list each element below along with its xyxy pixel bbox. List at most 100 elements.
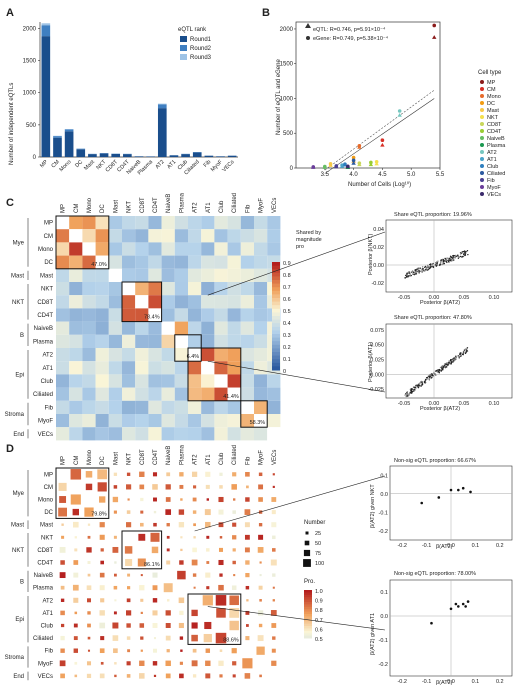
a-xtick-label: Mono [59,159,73,173]
c-legend-gradient [272,298,280,303]
c3-point [421,384,423,386]
c3-point [463,349,466,351]
c-cell-club-fib [240,374,254,388]
a-legend-swatch-round2 [180,45,187,51]
b-point-egene-mast [328,162,333,166]
c-legend-gradient [272,276,280,281]
c3-point [408,393,410,396]
d-dot-naiveb-at2 [192,573,197,577]
c-cell-fib-ciliated [227,400,241,414]
d-dot-mp-cd4t [152,472,158,477]
c-legend-tick: 0.2 [283,345,291,351]
d-dot-naiveb-nkt [127,573,131,577]
d3-ytick-label: -0.1 [379,638,388,644]
a-bar-round3-at2 [157,103,167,105]
d-dot-at1-myof [257,610,264,616]
d-dot-dc-vecs [271,510,276,515]
c-cell-mast-mast [108,268,122,282]
c-group-label: Epi [15,372,24,378]
c-cell-ciliated-naiveb [161,387,175,401]
c3-point [439,366,442,369]
a-bar-round1-fib [204,155,214,157]
c-cell-at1-at2 [188,361,202,375]
c-col-label: Plasma [179,192,185,213]
c-cell-club-mono [82,374,96,388]
c-legend-gradient [272,265,280,270]
c-cell-cd4t-myof [254,308,268,322]
c3-point [427,375,430,378]
d-dot-myof-fib [242,658,253,669]
d3-xtick-label: 0.1 [472,679,480,685]
c-cell-at1-at1 [201,361,215,375]
c-row-label: CD4T [37,313,53,319]
c-cell-mp-vecs [267,216,281,230]
panel-label-b: B [262,7,270,19]
d-box-label: 86.1% [144,562,160,568]
d-dot-vecs-club [219,674,223,678]
b-ytick-label: 1000 [280,96,294,102]
a-ytick-label: 0 [33,155,37,161]
d-dot-myof-at1 [205,660,211,666]
c-legend-gradient [272,323,280,328]
c3-point [466,350,469,352]
c-cell-club-ciliated [227,374,241,388]
c3-point [457,355,460,358]
b-legend-label: Fib [487,178,495,184]
d-size-legend-label: 75 [315,551,321,557]
c2-point [457,256,460,258]
b-point-egene-at2 [397,109,402,113]
d-dot-vecs-cm [74,674,78,678]
b-xtick-label: 4.5 [378,172,387,178]
c-cell-mp-mp [56,216,70,230]
d-dot-ciliated-naiveb [165,635,171,641]
c-col-label: CM [74,204,80,213]
c3-point [441,368,444,370]
d-dot-cm-nkt [126,484,132,490]
c2-point [460,251,463,253]
c2-point [439,262,442,265]
c2-point [434,264,436,266]
c-cell-nkt-nkt [122,282,136,296]
c2-ytick-label: 0.00 [373,263,384,269]
c-row-label: NKT [41,287,53,293]
c-cell-ciliated-mp [56,387,70,401]
b-legend-label: NaiveB [487,136,505,142]
c2-point [408,275,411,277]
c-group-label: NKT [12,300,24,306]
d-dot-plasma-at2 [193,586,196,589]
b-legend-title: Cell type [478,70,502,76]
c2-point [435,262,437,264]
a-legend-label: Round3 [190,55,212,61]
d-dot-fib-cd4t [153,648,157,653]
c3-point [447,362,449,364]
c-cell-cd8t-mp [56,295,70,309]
d-dot-mono-plasma [180,498,183,501]
b-legend-dot-cm [480,87,484,91]
c-cell-mp-club [214,216,228,230]
c2-point [425,268,427,271]
c-cell-ciliated-vecs [267,387,281,401]
d-col-label: Fib [245,456,251,465]
c2-ytick-label: 0.04 [373,227,384,233]
d-dot-cd8t-dc [100,548,104,552]
b-point-egene-vecs [346,164,350,169]
c-cell-myof-club [214,414,228,428]
d-dot-cm-naiveb [165,484,171,490]
b-point-egene-nkt [374,159,379,164]
d-dot-cm-at1 [205,484,210,489]
c-cell-at1-ciliated [227,361,241,375]
d-color-legend-gradient [304,635,312,639]
d2-title: Non-sig eQTL proportion: 66.67% [394,458,476,464]
c3-xlabel: Posterior β(AT2) [420,406,460,412]
c3-point [406,394,408,396]
c-cell-ciliated-cd8t [135,387,149,401]
d-dot-at1-naiveb [165,610,171,616]
c2-point [424,265,427,268]
d-dot-cm-ciliated [231,484,237,490]
d-dot-club-dc [99,622,106,629]
c-cell-ciliated-nkt [122,387,136,401]
d-dot-cd4t-mono [87,561,91,564]
c-cell-club-at1 [201,374,215,388]
c2-xtick-label: -0.05 [398,295,411,301]
c3-point [438,372,441,374]
